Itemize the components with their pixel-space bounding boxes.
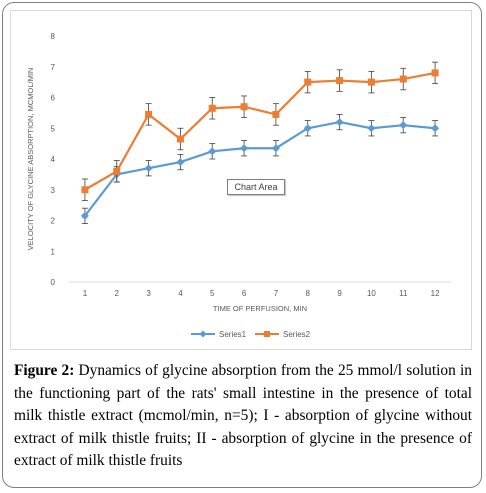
x-tick-label: 2 xyxy=(115,289,120,298)
y-tick-label: 2 xyxy=(51,217,56,226)
series-2-point xyxy=(272,110,280,118)
x-tick-label: 9 xyxy=(337,289,342,298)
legend-swatch-marker xyxy=(199,330,207,338)
series-1-point xyxy=(144,164,153,173)
y-tick-label: 4 xyxy=(51,155,56,164)
x-tick-label: 12 xyxy=(431,289,440,298)
caption-text: Dynamics of glycine absorption from the … xyxy=(14,362,472,469)
series-1-point xyxy=(303,124,312,133)
series-2-point xyxy=(113,167,121,175)
caption-label: Figure 2: xyxy=(14,362,75,379)
series-2-point xyxy=(145,110,153,118)
series-2-point xyxy=(208,104,216,112)
x-tick-label: 8 xyxy=(306,289,311,298)
y-tick-label: 5 xyxy=(51,124,56,133)
series-1-point xyxy=(271,144,280,153)
x-tick-label: 4 xyxy=(178,289,183,298)
series-1-point xyxy=(335,118,344,127)
series-1-point xyxy=(431,124,440,133)
y-tick-label: 6 xyxy=(51,94,56,103)
x-tick-label: 10 xyxy=(367,289,376,298)
series-1-point xyxy=(80,211,89,220)
series-2-point xyxy=(399,75,407,83)
series-2-point xyxy=(367,78,375,86)
legend-entry-label: Series1 xyxy=(219,330,247,339)
y-tick-label: 7 xyxy=(51,63,56,72)
x-tick-label: 3 xyxy=(146,289,151,298)
x-tick-label: 11 xyxy=(399,289,408,298)
series-1-point xyxy=(240,144,249,153)
x-axis-title: TIME OF PERFUSION, MIN xyxy=(213,304,307,313)
x-tick-label: 6 xyxy=(242,289,247,298)
series-1-point xyxy=(208,147,217,156)
series-1-line xyxy=(84,120,436,217)
series-2-line xyxy=(84,71,436,191)
series-1-point xyxy=(176,158,185,167)
y-axis-title: VELOCITY OF GLYCINE ABSORPTION, MCMOL/MI… xyxy=(26,68,35,251)
x-tick-label: 5 xyxy=(210,289,215,298)
y-tick-label: 1 xyxy=(51,247,56,256)
legend-swatch-marker xyxy=(264,331,270,337)
series-2-point xyxy=(431,69,439,77)
x-tick-label: 1 xyxy=(83,289,88,298)
series-2-point xyxy=(304,78,312,86)
y-tick-label: 3 xyxy=(51,186,56,195)
chart-area[interactable]: 0 1 2 3 4 5 6 7 8 1 2 3 4 5 6 7 8 9 10 11 12 TIME OF PERFUSIO… xyxy=(10,10,472,350)
y-tick-label: 0 xyxy=(51,278,56,287)
x-tick-label: 7 xyxy=(274,289,279,298)
series-2-point xyxy=(176,135,184,143)
series-1-point xyxy=(367,124,376,133)
series-2-point xyxy=(81,186,89,194)
series-1-point xyxy=(399,121,408,130)
chart-area-tooltip: Chart Area xyxy=(227,179,285,195)
y-tick-label: 8 xyxy=(51,32,56,41)
legend-entry-label: Series2 xyxy=(283,330,311,339)
series-2-point xyxy=(240,103,248,111)
figure-caption: Figure 2: Dynamics of glycine absorption… xyxy=(14,360,472,473)
series-2-point xyxy=(336,77,344,85)
